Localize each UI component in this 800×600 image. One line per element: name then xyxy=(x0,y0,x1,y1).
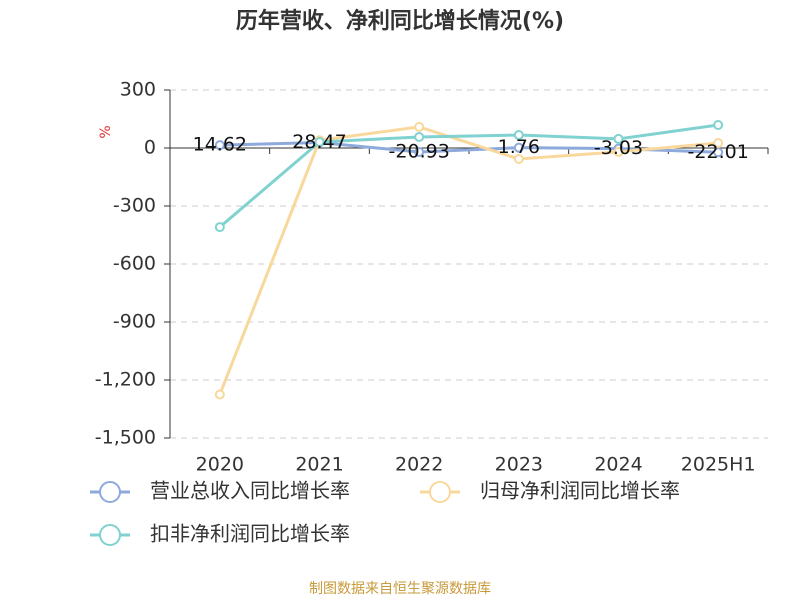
data-point xyxy=(214,140,225,151)
y-tick-label: -1,500 xyxy=(95,427,156,449)
data-point xyxy=(613,133,624,144)
data-point xyxy=(713,119,724,130)
y-tick-label: 300 xyxy=(120,79,156,101)
y-tick-label: -300 xyxy=(113,195,156,217)
series-line xyxy=(218,125,719,396)
data-point xyxy=(414,147,425,158)
data-point xyxy=(513,142,524,153)
legend-label: 营业总收入同比增长率 xyxy=(150,479,350,503)
data-label: -22.01 xyxy=(688,141,749,163)
x-tick-label: 2025H1 xyxy=(681,454,756,476)
y-tick-label: -900 xyxy=(113,311,156,333)
data-point xyxy=(613,146,624,157)
y-axis-label: % xyxy=(98,125,114,138)
data-point xyxy=(314,137,325,148)
data-point xyxy=(713,137,724,148)
x-tick-label: 2020 xyxy=(196,454,244,476)
data-point xyxy=(414,121,425,132)
chart-title: 历年营收、净利同比增长情况(%) xyxy=(236,8,564,34)
data-point xyxy=(713,147,724,158)
data-point xyxy=(214,389,225,400)
data-label: -20.93 xyxy=(389,141,450,163)
data-label: 28.47 xyxy=(292,131,346,153)
y-tick-label: -1,200 xyxy=(95,369,156,391)
source-note: 制图数据来自恒生聚源数据库 xyxy=(309,581,491,597)
legend-marker xyxy=(429,481,451,503)
data-label: 1.76 xyxy=(498,136,540,158)
data-point xyxy=(214,222,225,233)
x-tick-label: 2022 xyxy=(395,454,443,476)
legend-marker xyxy=(99,524,121,546)
series-line xyxy=(218,123,719,229)
data-point xyxy=(513,130,524,141)
legend-marker xyxy=(99,481,121,503)
legend-label: 扣非净利润同比增长率 xyxy=(150,522,350,546)
legend-label: 归母净利润同比增长率 xyxy=(480,479,680,503)
data-point xyxy=(513,154,524,165)
data-label: 14.62 xyxy=(193,134,247,156)
y-tick-label: -600 xyxy=(113,253,156,275)
x-tick-label: 2023 xyxy=(495,454,543,476)
data-label: -3.03 xyxy=(594,137,643,159)
data-point xyxy=(414,131,425,142)
x-tick-label: 2024 xyxy=(594,454,642,476)
x-tick-label: 2021 xyxy=(295,454,343,476)
y-tick-label: 0 xyxy=(144,137,156,159)
